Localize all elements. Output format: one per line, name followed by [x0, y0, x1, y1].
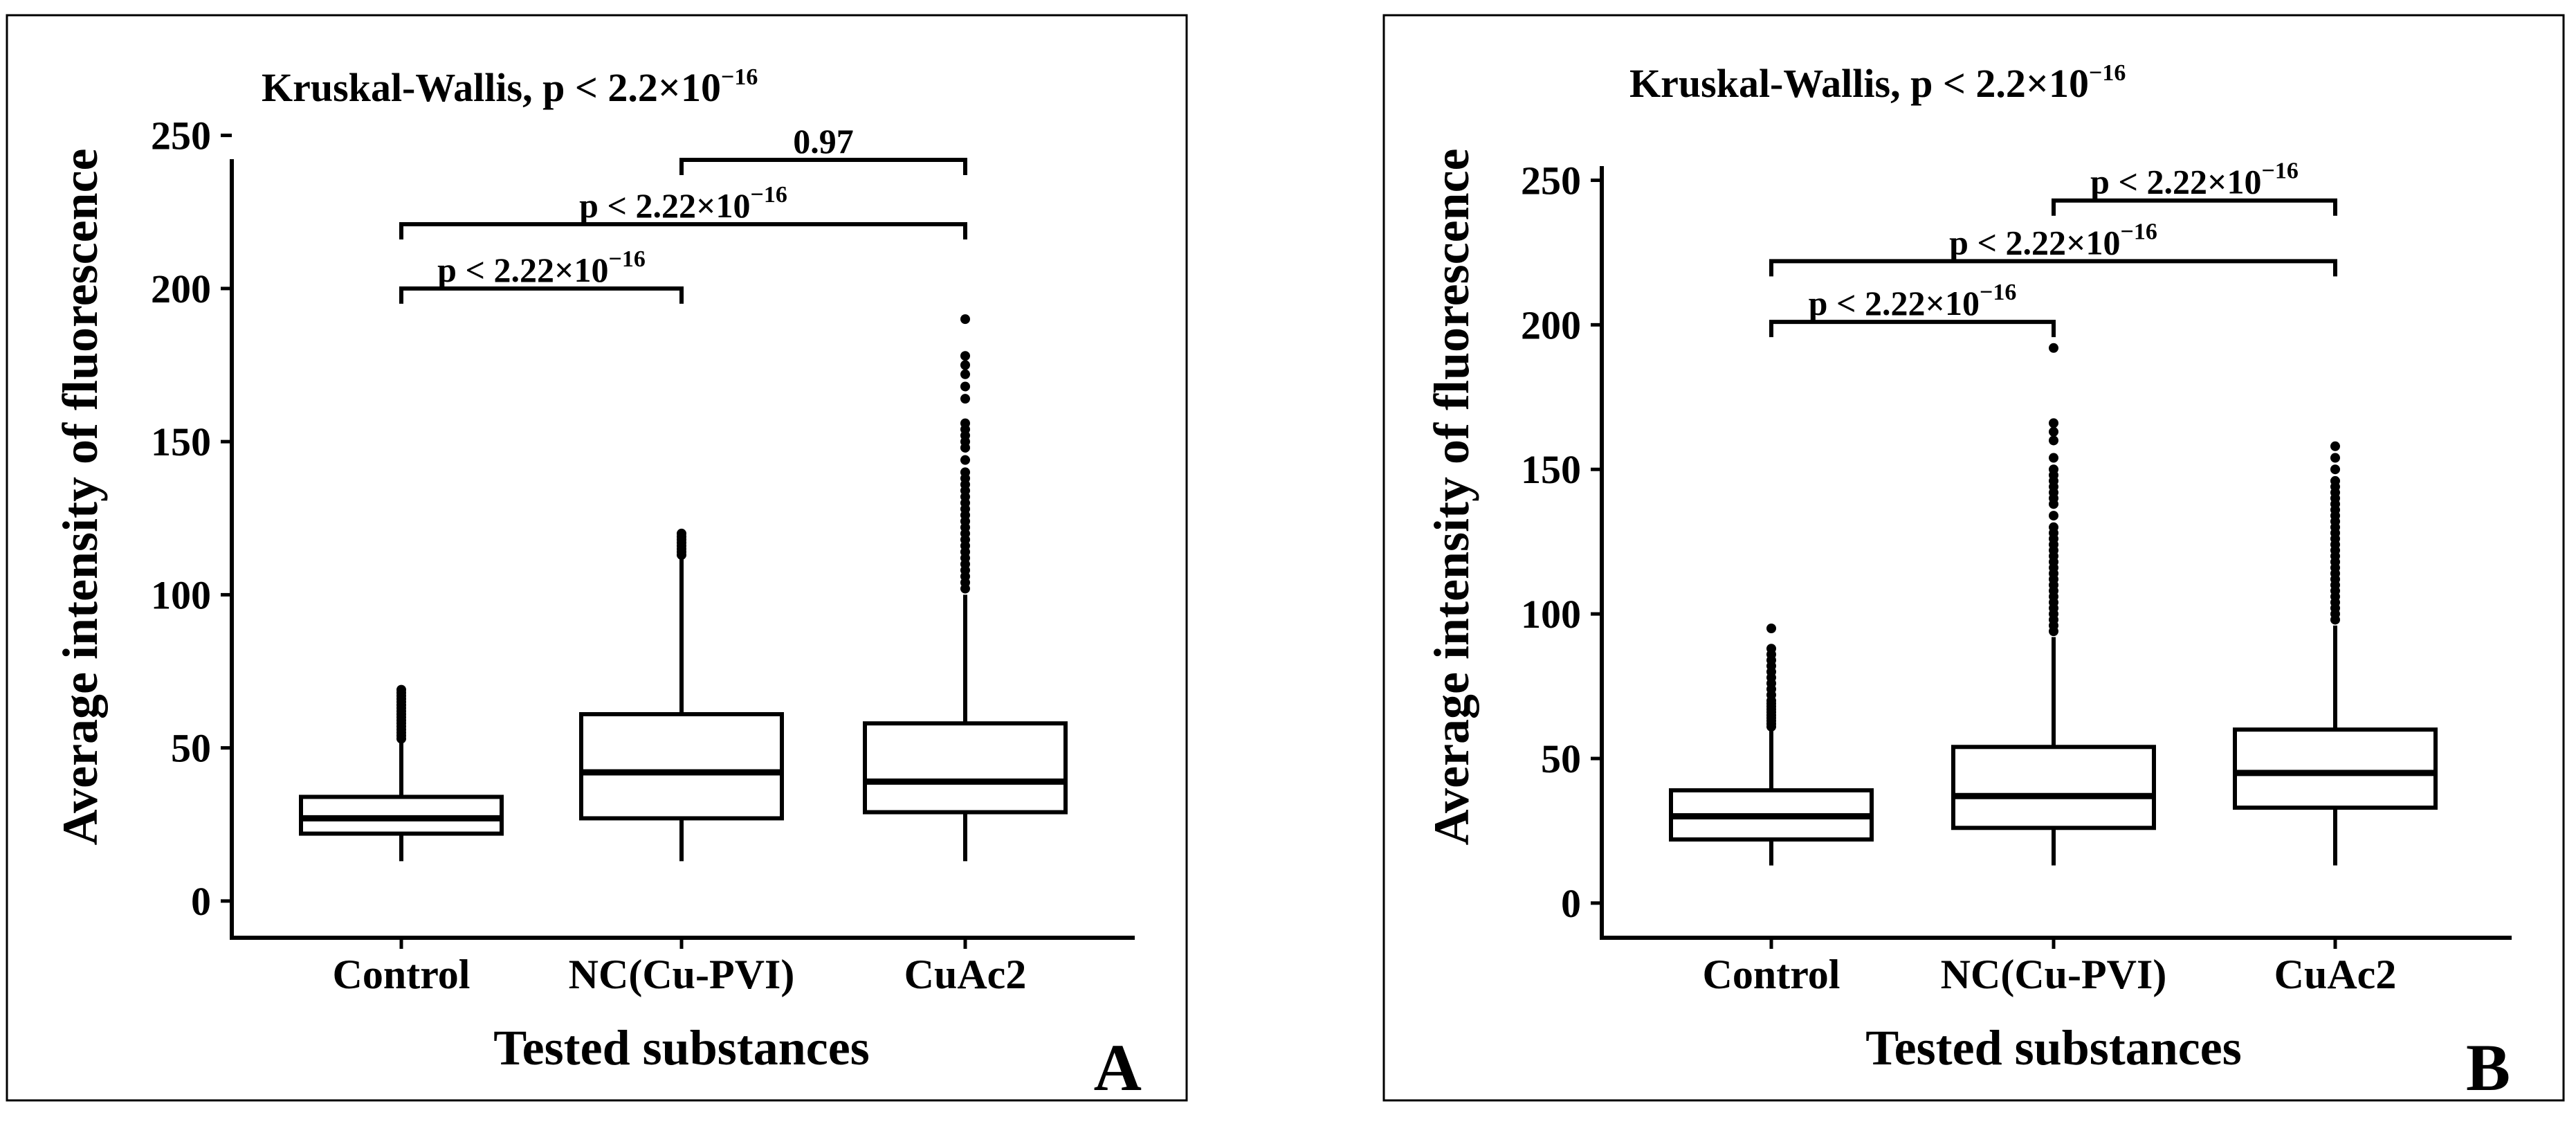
box-nc-cu-pvi-: [1951, 343, 2156, 866]
box-control: [1669, 623, 1874, 866]
box-nc-cu-pvi-: [579, 528, 784, 862]
y-tick-label: 50: [171, 726, 211, 771]
outlier-point: [2330, 441, 2340, 451]
outlier-point: [960, 351, 970, 361]
bracket-label-base: p < 2.22×10: [1949, 223, 2120, 262]
x-axis-title: Tested substances: [493, 1020, 869, 1075]
outlier-point: [2049, 511, 2058, 521]
bracket-line: [399, 286, 684, 304]
outlier-point: [2049, 418, 2058, 428]
box-cuac2: [863, 314, 1068, 862]
bracket-label: p < 2.22×10−16: [1809, 280, 2017, 323]
outlier-point: [2049, 435, 2058, 446]
x-tick-label: NC(Cu-PVI): [569, 952, 795, 997]
y-tick-label: 200: [151, 266, 211, 311]
box-control: [299, 684, 504, 862]
y-tick-label: 0: [191, 879, 211, 924]
outlier-point: [1766, 644, 1776, 654]
outlier-point: [960, 381, 970, 392]
y-tick-label: 250: [151, 113, 211, 158]
outlier-point: [2049, 426, 2058, 437]
outlier-point: [960, 467, 970, 478]
outlier-point: [2330, 453, 2340, 463]
bracket-label: p < 2.22×10−16: [579, 182, 787, 225]
bracket-label-base: p < 2.22×10: [2090, 163, 2261, 201]
x-tick-label: Control: [1703, 952, 1840, 997]
outlier-point: [2049, 522, 2058, 532]
bracket-label-base: p < 2.22×10: [1809, 284, 1980, 323]
y-tick-label: 100: [1521, 592, 1581, 637]
outlier-point: [960, 394, 970, 404]
bracket-label: p < 2.22×10−16: [2090, 158, 2299, 201]
comparison-bracket: p < 2.22×10−16: [399, 246, 684, 304]
outlier-point: [2330, 464, 2340, 475]
y-tick-label: 250: [1521, 158, 1581, 203]
outlier-point: [396, 684, 406, 695]
panel-letter: B: [2466, 1030, 2510, 1105]
y-tick-label: 0: [1561, 881, 1581, 926]
outlier-point: [960, 418, 970, 428]
outlier-point: [960, 360, 970, 370]
outlier-point: [960, 455, 970, 465]
bracket-label-exponent: −16: [1980, 280, 2016, 305]
outlier-point: [677, 528, 686, 538]
comparison-bracket: p < 2.22×10−16: [2052, 158, 2337, 216]
bracket-label: p < 2.22×10−16: [437, 246, 646, 289]
panel-frame: [6, 14, 1188, 1102]
panel-letter: A: [1094, 1030, 1142, 1105]
panel-b: 0 50 100 150 200 250 Control NC(Cu-PVI) CuAc2 Tes…: [1382, 14, 2565, 1105]
bracket-line: [399, 221, 967, 239]
x-tick-label: Control: [333, 952, 471, 997]
y-tick-label: 150: [151, 419, 211, 464]
y-tick-label: 200: [1521, 302, 1581, 347]
kruskal-wallis-exponent: −16: [721, 64, 758, 90]
bracket-label-base: p < 2.22×10: [437, 251, 608, 289]
comparison-bracket: 0.97: [679, 122, 967, 176]
kruskal-wallis-label: Kruskal-Wallis, p < 2.2×10−16: [262, 64, 758, 110]
y-axis-title: Average intensity of fluorescence: [53, 148, 108, 845]
panel-frame: [1382, 14, 2565, 1102]
x-tick-label: CuAc2: [2274, 952, 2397, 997]
bracket-line: [679, 158, 967, 176]
bracket-label-exponent: −16: [608, 246, 645, 272]
comparison-bracket: p < 2.22×10−16: [1769, 219, 2337, 277]
bracket-line: [1769, 320, 2056, 338]
bracket-line: [2052, 198, 2337, 216]
outlier-point: [2330, 475, 2340, 486]
outlier-point: [2049, 464, 2058, 475]
outlier-point: [1766, 623, 1776, 633]
x-tick-label: NC(Cu-PVI): [1941, 952, 2167, 997]
y-axis-title: Average intensity of fluorescence: [1424, 148, 1479, 845]
box-iqr: [2233, 727, 2438, 810]
x-tick-label: CuAc2: [904, 952, 1027, 997]
box-iqr: [1951, 745, 2156, 830]
bracket-label-base: p < 2.22×10: [579, 186, 750, 225]
y-tick-label: 50: [1541, 736, 1581, 781]
box-cuac2: [2233, 441, 2438, 866]
bracket-label: p < 2.22×10−16: [1949, 219, 2157, 262]
y-tick-label: 100: [151, 572, 211, 617]
bracket-label-exponent: −16: [2261, 158, 2298, 184]
x-axis-title: Tested substances: [1865, 1020, 2241, 1075]
outlier-point: [960, 369, 970, 379]
outlier-point: [960, 314, 970, 325]
outlier-point: [2049, 343, 2058, 353]
kruskal-wallis-exponent: −16: [2089, 60, 2126, 86]
comparison-bracket: p < 2.22×10−16: [1769, 280, 2056, 338]
bracket-label-base: 0.97: [793, 122, 854, 161]
kruskal-wallis-base: Kruskal-Wallis, p < 2.2×10: [1629, 61, 2089, 106]
outlier-point: [2049, 453, 2058, 463]
bracket-label: 0.97: [793, 122, 854, 161]
y-tick-label: 150: [1521, 447, 1581, 492]
panel-a: 0 50 100 150 200 250 Control NC(Cu-PVI) CuAc2 Tes…: [6, 14, 1188, 1105]
box-iqr: [579, 711, 784, 821]
bracket-label-exponent: −16: [2120, 219, 2157, 244]
bracket-label-exponent: −16: [750, 182, 787, 208]
comparison-bracket: p < 2.22×10−16: [399, 182, 967, 239]
box-iqr: [863, 721, 1068, 815]
bracket-line: [1769, 259, 2337, 277]
kruskal-wallis-label: Kruskal-Wallis, p < 2.2×10−16: [1629, 60, 2126, 106]
kruskal-wallis-base: Kruskal-Wallis, p < 2.2×10: [262, 65, 721, 110]
